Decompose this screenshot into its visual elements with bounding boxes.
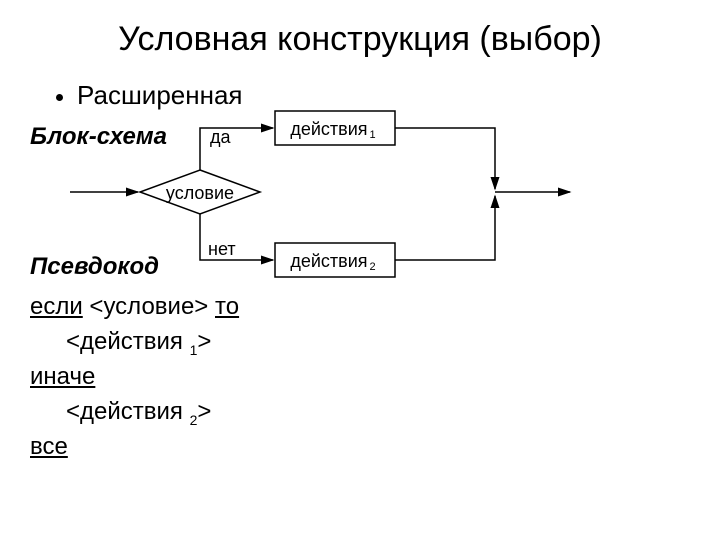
kw-if: если (30, 293, 83, 320)
kw-end: все (30, 433, 68, 460)
node-action2-label: действия2 (290, 251, 375, 273)
page-title: Условная конструкция (выбор) (0, 0, 720, 59)
pseudo-line-else: иначе (30, 360, 239, 395)
pseudo-cond: <условие> (83, 293, 215, 320)
node-action1-label: действия1 (290, 119, 375, 141)
edge-merge-bottom (395, 196, 495, 260)
pseudo-line-act1: <действия 1> (30, 325, 239, 360)
edge-merge-top (395, 128, 495, 189)
pseudo-line-end: все (30, 430, 239, 465)
edge-yes-label: да (210, 127, 232, 147)
pseudo-line-act2: <действия 2> (30, 395, 239, 430)
section-label-pseudocode: Псевдокод (30, 253, 159, 281)
kw-else: иначе (30, 363, 95, 390)
pseudo-line-if: если <условие> то (30, 290, 239, 325)
pseudocode-block: если <условие> то <действия 1> иначе <де… (30, 290, 239, 465)
edge-no-label: нет (208, 239, 236, 259)
kw-then: то (215, 293, 239, 320)
node-condition-label: условие (166, 183, 234, 203)
